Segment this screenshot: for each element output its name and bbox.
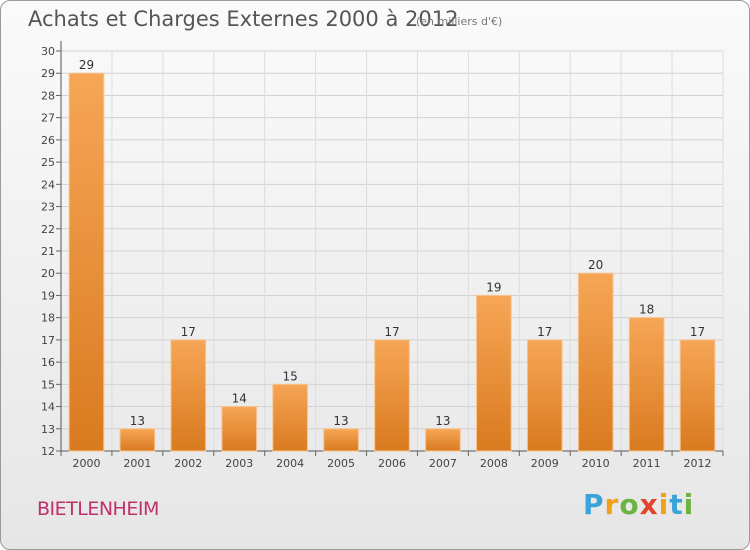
value-label: 20 bbox=[588, 258, 603, 272]
bar-2008 bbox=[476, 294, 512, 452]
x-tick-label: 2001 bbox=[123, 457, 151, 470]
y-tick-label: 16 bbox=[41, 356, 55, 369]
logo-letter: o bbox=[619, 488, 640, 521]
value-label: 13 bbox=[130, 414, 145, 428]
bar-2009 bbox=[526, 339, 563, 452]
chart-subtitle: (en milliers d'€) bbox=[416, 15, 503, 28]
value-label: 13 bbox=[435, 414, 450, 428]
logo-letter: i bbox=[683, 488, 695, 521]
y-tick-label: 18 bbox=[41, 312, 55, 325]
logo-letter: r bbox=[604, 488, 620, 521]
y-tick-label: 25 bbox=[41, 156, 55, 169]
value-label: 18 bbox=[639, 303, 654, 317]
x-tick-label: 2010 bbox=[582, 457, 610, 470]
chart-title: Achats et Charges Externes 2000 à 2012 bbox=[28, 7, 459, 31]
bar-2007 bbox=[425, 428, 461, 452]
y-tick-label: 15 bbox=[41, 378, 55, 391]
x-tick-label: 2004 bbox=[276, 457, 304, 470]
bars bbox=[68, 72, 716, 452]
bar-2006 bbox=[374, 339, 410, 452]
y-tick-label: 28 bbox=[41, 89, 55, 102]
x-tick-label: 2000 bbox=[72, 457, 100, 470]
y-tick-label: 24 bbox=[41, 178, 55, 191]
y-tick-label: 22 bbox=[41, 223, 55, 236]
x-tick-label: 2012 bbox=[684, 457, 712, 470]
logo-letter: P bbox=[583, 488, 605, 521]
value-label: 17 bbox=[384, 325, 399, 339]
y-tick-label: 29 bbox=[41, 67, 55, 80]
bar-2000 bbox=[68, 72, 105, 452]
value-label: 14 bbox=[232, 392, 247, 406]
logo-letter: x bbox=[639, 488, 659, 521]
x-tick-label: 2011 bbox=[633, 457, 661, 470]
bar-2012 bbox=[679, 339, 716, 452]
x-tick-label: 2005 bbox=[327, 457, 355, 470]
y-tick-label: 13 bbox=[41, 423, 55, 436]
commune-name: BIETLENHEIM bbox=[37, 498, 159, 520]
value-label: 13 bbox=[333, 414, 348, 428]
labels: 12 13 14 15 16 17 18 19 20 21 22 23 24 25 26 27 28 29 30 29… bbox=[41, 45, 712, 470]
logo-letter: i bbox=[658, 488, 670, 521]
value-label: 19 bbox=[486, 280, 501, 294]
x-tick-label: 2009 bbox=[531, 457, 559, 470]
bar-2004 bbox=[272, 383, 308, 452]
y-tick-label: 30 bbox=[41, 45, 55, 58]
bar-2003 bbox=[221, 406, 258, 452]
y-tick-label: 23 bbox=[41, 201, 55, 214]
y-tick-label: 12 bbox=[41, 445, 55, 458]
value-label: 15 bbox=[283, 369, 298, 383]
bar-2010 bbox=[577, 272, 614, 452]
bar-2005 bbox=[323, 428, 359, 452]
x-tick-label: 2008 bbox=[480, 457, 508, 470]
bar-2002 bbox=[170, 339, 207, 452]
y-tick-label: 27 bbox=[41, 112, 55, 125]
value-label: 17 bbox=[690, 325, 705, 339]
y-tick-label: 14 bbox=[41, 401, 55, 414]
logo-letter: t bbox=[669, 488, 684, 521]
x-tick-label: 2007 bbox=[429, 457, 457, 470]
bar-2011 bbox=[628, 317, 665, 452]
x-tick-label: 2006 bbox=[378, 457, 406, 470]
x-tick-label: 2003 bbox=[225, 457, 253, 470]
x-tick-label: 2002 bbox=[174, 457, 202, 470]
value-label: 17 bbox=[181, 325, 196, 339]
y-tick-label: 19 bbox=[41, 289, 55, 302]
y-tick-label: 26 bbox=[41, 134, 55, 147]
value-label: 17 bbox=[537, 325, 552, 339]
proxiti-logo: Proxiti bbox=[583, 488, 694, 521]
y-tick-label: 21 bbox=[41, 245, 55, 258]
y-tick-label: 17 bbox=[41, 334, 55, 347]
bar-2001 bbox=[119, 428, 156, 452]
y-tick-label: 20 bbox=[41, 267, 55, 280]
value-label: 29 bbox=[79, 58, 94, 72]
